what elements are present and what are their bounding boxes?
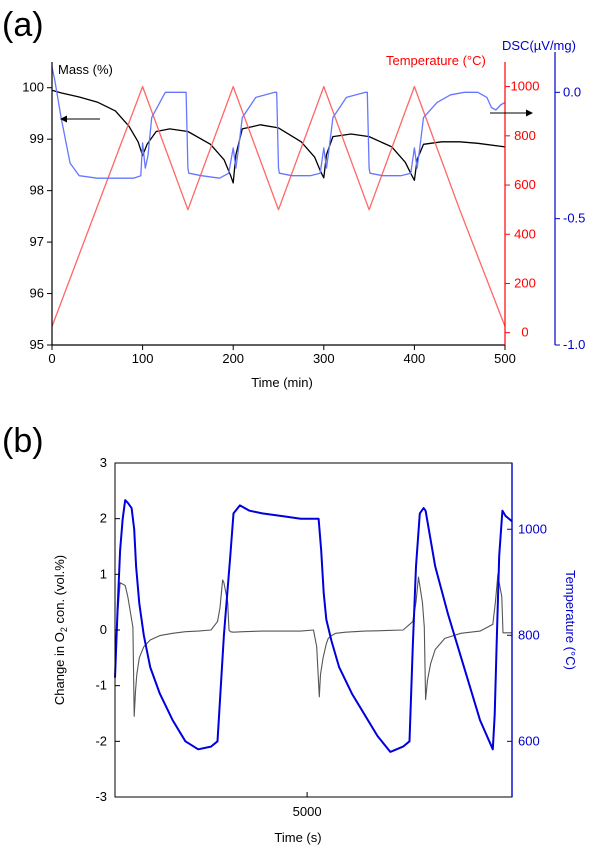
panel-b-temperature-tick-label: 1000 <box>518 521 547 536</box>
temperature-tick-label: 600 <box>514 177 536 192</box>
panel-b-label: (b) <box>2 422 44 460</box>
panel-a-x-tick-label: 400 <box>404 351 426 366</box>
panel-a-x-tick-label: 100 <box>132 351 154 366</box>
temperature-tick-label: 0 <box>521 325 528 340</box>
panel-a-x-tick-label: 300 <box>313 351 335 366</box>
o2-tick-label: -3 <box>95 789 107 804</box>
mass-tick-label: 95 <box>30 337 44 352</box>
temperature-tick-label: 1000 <box>511 79 540 94</box>
o2-tick-label: -2 <box>95 733 107 748</box>
right-arrow-head <box>526 109 533 117</box>
mass-tick-label: 100 <box>22 80 44 95</box>
panel-b-temperature-tick-label: 600 <box>518 733 540 748</box>
dsc-tick-label: 0.0 <box>563 84 581 99</box>
o2-tick-label: 2 <box>100 511 107 526</box>
o2-axis-label-subscript: 2 <box>59 627 69 632</box>
panel-a: (a) 0 100 200 300 400 50095969798991000200400… <box>2 6 585 390</box>
temperature-tick-label: 800 <box>514 128 536 143</box>
panel-a-label: (a) <box>2 6 44 44</box>
panel-a-x-tick-label: 200 <box>222 351 244 366</box>
panel-b-x-axis-label: Time (s) <box>274 830 321 845</box>
left-arrow-head <box>60 115 67 123</box>
temperature-series-line <box>51 85 506 327</box>
o2-tick-label: 1 <box>100 566 107 581</box>
dsc-tick-label: -1.0 <box>563 337 585 352</box>
mass-tick-label: 97 <box>30 234 44 249</box>
panel-a-x-tick-label: 500 <box>494 351 516 366</box>
temperature-tick-label: 200 <box>514 275 536 290</box>
o2-axis-label-main: Change in O <box>52 632 67 705</box>
mass-tick-label: 98 <box>30 183 44 198</box>
mass-tick-label: 96 <box>30 286 44 301</box>
mass-tick-label: 99 <box>30 131 44 146</box>
temperature-tick-label: 400 <box>514 226 536 241</box>
o2-tick-label: -1 <box>95 678 107 693</box>
panel-a-x-tick-label: 0 <box>48 351 55 366</box>
right-arrow <box>490 109 533 117</box>
o2-axis-label: Change in O2 con. (vol.%) <box>52 555 69 705</box>
o2-tick-label: 0 <box>100 622 107 637</box>
panel-b-temperature-axis-label: Temperature (°C) <box>563 570 578 670</box>
panel-b: (b) -3 -2 -1 0 1 2 3 600 800 1000 5000 Change in O… <box>2 422 578 845</box>
mass-series-line <box>51 89 506 184</box>
panel-b-series <box>114 499 513 753</box>
temperature-axis-label: Temperature (°C) <box>386 53 486 68</box>
dsc-tick-label: -0.5 <box>563 211 585 226</box>
panel-b-temperature-series-line <box>114 499 513 753</box>
panel-a-series <box>51 66 506 327</box>
o2-axis-label-tail: con. (vol.%) <box>52 555 67 627</box>
panel-b-x-tick-label: 5000 <box>293 804 322 819</box>
o2-tick-label: 3 <box>100 455 107 470</box>
panel-b-temperature-tick-label: 800 <box>518 627 540 642</box>
panel-b-o2-series-line <box>114 573 512 717</box>
mass-axis-label: Mass (%) <box>58 62 113 77</box>
panel-a-x-axis-label: Time (min) <box>251 375 313 390</box>
dsc-series-line <box>51 66 506 179</box>
left-arrow <box>60 115 100 123</box>
panel-b-axes: -3 -2 -1 0 1 2 3 600 800 1000 5000 <box>95 455 546 819</box>
panel-a-axes: 0 100 200 300 400 500959697989910002004006008… <box>22 52 585 366</box>
dsc-axis-label: DSC(µV/mg) <box>502 38 576 53</box>
